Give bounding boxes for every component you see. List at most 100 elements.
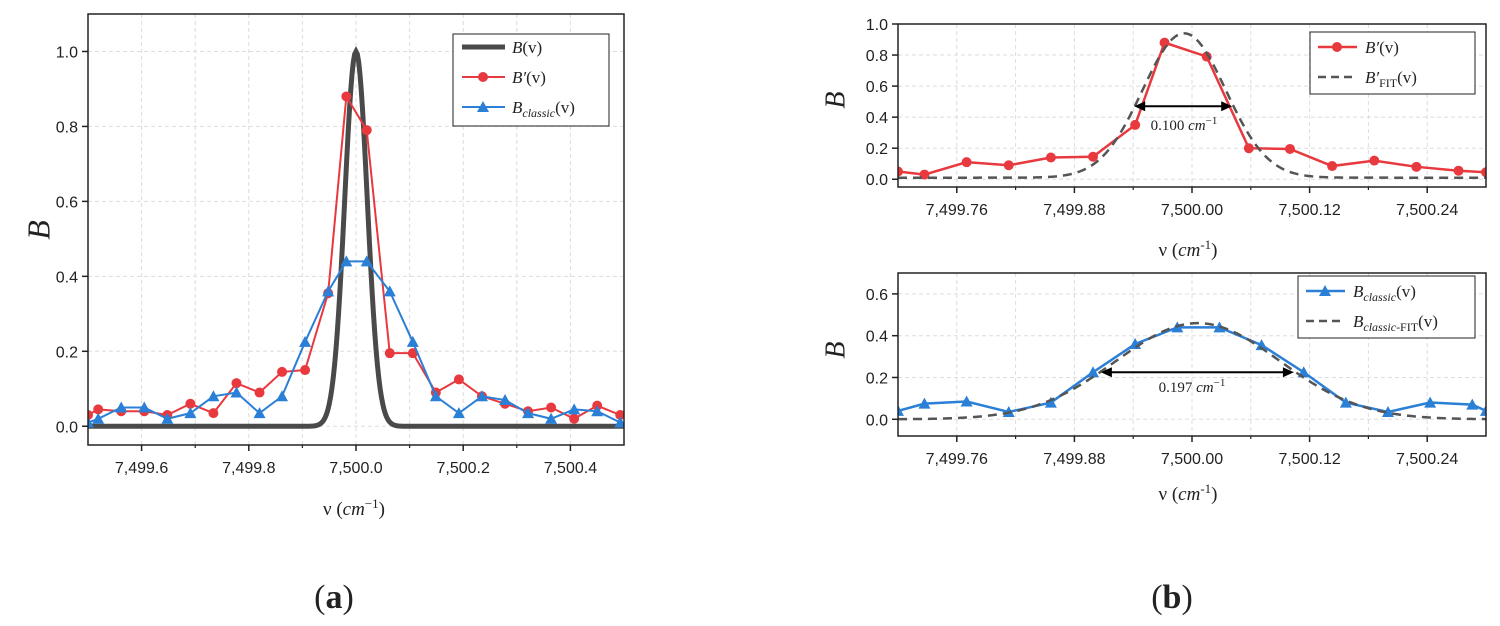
legend-bt-red-marker bbox=[1332, 42, 1342, 52]
a-blue-point bbox=[161, 412, 174, 424]
a-blue-point bbox=[614, 416, 624, 428]
legend-a-blue-marker bbox=[477, 101, 489, 112]
bb-xtick-label: 7,500.12 bbox=[1278, 451, 1340, 468]
bb-series-line-0 bbox=[898, 326, 1486, 414]
a-red-point bbox=[361, 125, 372, 136]
bt-red-point bbox=[1159, 37, 1170, 48]
bb-blue-point bbox=[1044, 396, 1057, 408]
bb-blue-point bbox=[1213, 321, 1226, 333]
bb-blue-point bbox=[1087, 366, 1100, 378]
bb-blue-point bbox=[1466, 398, 1479, 410]
bt-red-point bbox=[1243, 143, 1254, 154]
panel-a-legend: B(v) B′(v) Bclassic(v) bbox=[452, 33, 610, 127]
panel-b-top-fwhm-label: 0.100 cm−1 bbox=[1151, 115, 1218, 134]
a-blue-point bbox=[322, 285, 335, 297]
panel-b-top-fwhm-annotation: 0.100 cm−1 bbox=[1134, 101, 1233, 134]
bb-blue-point bbox=[1382, 405, 1394, 417]
a-series-line-1 bbox=[88, 93, 621, 420]
panel-a-ylabel: B bbox=[20, 220, 56, 240]
bt-xtick-label: 7,500.00 bbox=[1161, 202, 1223, 219]
bb-xtick-label: 7,500.00 bbox=[1161, 451, 1223, 468]
bt-xtick-label: 7,500.12 bbox=[1278, 202, 1340, 219]
bt-red-point bbox=[1045, 152, 1056, 163]
a-blue-point bbox=[383, 285, 396, 297]
bt-red-point bbox=[1327, 161, 1338, 172]
panel-b-top-axes: 7,499.76 7,499.88 7,500.00 7,500.12 7,500.24… bbox=[866, 17, 1459, 219]
a-xtick-label: 7,500.4 bbox=[544, 460, 597, 477]
a-blue-point bbox=[92, 412, 105, 424]
a-red-point bbox=[185, 398, 196, 409]
bt-red-point bbox=[898, 166, 903, 177]
bt-red-point bbox=[1453, 165, 1464, 176]
a-red-point bbox=[231, 378, 242, 389]
panel-b-bottom-chart: 7,499.76 7,499.88 7,500.00 7,500.12 7,500.24… bbox=[820, 272, 1487, 506]
bt-series-line-0 bbox=[898, 41, 1486, 176]
bt-red-point bbox=[1088, 151, 1099, 162]
panel-a-axes: 7,499.6 7,499.8 7,500.0 7,500.2 7,500.4 0.0 0.… bbox=[56, 44, 597, 477]
legend-bt-bprime-label: B′(v) bbox=[1365, 38, 1399, 57]
bt-series-fit-curve bbox=[898, 32, 1486, 179]
a-blue-point bbox=[115, 401, 128, 413]
a-blue-point bbox=[340, 255, 353, 267]
bt-red-point bbox=[961, 157, 972, 168]
legend-a-bclassic-label: Bclassic(v) bbox=[512, 98, 575, 120]
panel-b-top-chart: 7,499.76 7,499.88 7,500.00 7,500.12 7,500.24… bbox=[820, 17, 1487, 262]
bb-blue-point bbox=[918, 397, 931, 409]
bb-ytick-label: 0.2 bbox=[866, 370, 888, 387]
bb-blue-point bbox=[898, 404, 904, 416]
bb-fwhm-arrow-left bbox=[1100, 367, 1112, 378]
bt-xtick-label: 7,499.76 bbox=[926, 202, 988, 219]
panel-b-top-legend: B′(v) B′FIT(v) bbox=[1309, 31, 1476, 95]
a-ytick-label: 0.0 bbox=[56, 419, 78, 436]
bb-series-fit-curve bbox=[898, 321, 1486, 421]
a-red-point bbox=[453, 374, 464, 385]
a-blue-point bbox=[299, 335, 312, 347]
legend-a-red-marker bbox=[478, 72, 488, 82]
bt-red-point bbox=[1003, 160, 1014, 171]
a-blue-point bbox=[360, 255, 373, 267]
bt-red-point bbox=[1285, 143, 1295, 154]
bt-ytick-label: 0.8 bbox=[866, 48, 888, 65]
panel-b-top-series bbox=[898, 32, 1486, 180]
legend-bb-blue-marker bbox=[1319, 285, 1331, 296]
a-xtick-label: 7,499.8 bbox=[222, 460, 275, 477]
a-red-point bbox=[277, 366, 288, 377]
a-red-point bbox=[407, 348, 418, 359]
panel-b-bottom-fwhm-label: 0.197 cm−1 bbox=[1159, 377, 1226, 396]
panel-b-bottom-xlabel: ν (cm-1) bbox=[1159, 481, 1218, 506]
a-red-point bbox=[569, 413, 580, 424]
a-xtick-label: 7,499.6 bbox=[115, 460, 168, 477]
bb-xtick-label: 7,500.24 bbox=[1396, 451, 1458, 468]
bt-ytick-label: 0.0 bbox=[866, 172, 888, 189]
a-ytick-label: 0.8 bbox=[56, 119, 78, 136]
a-xtick-label: 7,500.0 bbox=[329, 460, 382, 477]
a-xtick-label: 7,500.2 bbox=[437, 460, 490, 477]
a-blue-point bbox=[429, 390, 442, 402]
a-series-line-2 bbox=[88, 260, 621, 424]
panel-b-top-xlabel: ν (cm-1) bbox=[1159, 237, 1218, 262]
a-blue-point bbox=[499, 394, 512, 406]
a-blue-point bbox=[591, 405, 604, 417]
bb-ytick-label: 0.6 bbox=[866, 287, 888, 304]
panel-b-bottom-legend-box bbox=[1297, 275, 1476, 339]
panel-b-label: (b) bbox=[1151, 579, 1193, 616]
panel-a-chart: 7,499.6 7,499.8 7,500.0 7,500.2 7,500.4 0.0 0.… bbox=[20, 13, 625, 520]
a-blue-point bbox=[475, 390, 488, 402]
a-blue-point bbox=[545, 412, 558, 424]
bt-fwhm-arrow-left bbox=[1134, 101, 1146, 112]
panel-b-bottom-ylabel: B bbox=[820, 341, 851, 358]
legend-bt-fit-label: B′FIT(v) bbox=[1365, 68, 1417, 90]
bb-blue-point bbox=[1255, 339, 1268, 351]
a-blue-point bbox=[522, 407, 535, 419]
legend-bb-fit-label: Bclassic-FIT(v) bbox=[1353, 312, 1438, 334]
bb-ytick-label: 0.4 bbox=[866, 329, 888, 346]
bt-ytick-label: 0.6 bbox=[866, 79, 888, 96]
bb-ytick-label: 0.0 bbox=[866, 412, 888, 429]
bb-blue-point bbox=[960, 395, 973, 407]
bb-blue-point bbox=[1480, 404, 1486, 416]
a-blue-point bbox=[568, 403, 581, 415]
a-blue-point bbox=[230, 386, 243, 398]
a-ytick-label: 0.4 bbox=[56, 269, 78, 286]
bt-ytick-label: 1.0 bbox=[866, 17, 888, 34]
bt-fwhm-arrow-right bbox=[1221, 101, 1233, 112]
